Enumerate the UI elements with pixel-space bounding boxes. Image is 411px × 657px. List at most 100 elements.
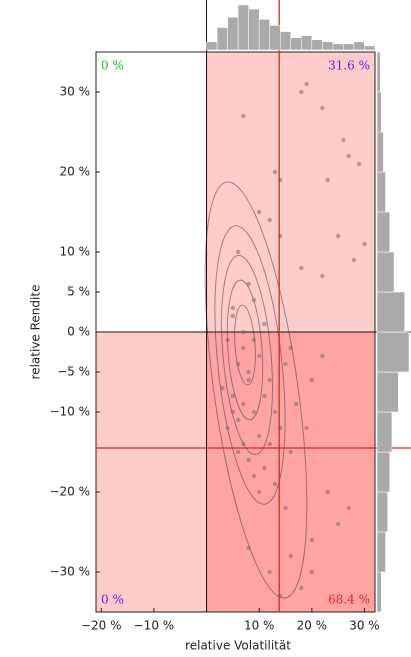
scatter-point (246, 377, 251, 383)
histogram-bar (311, 39, 323, 51)
scatter-point (267, 569, 272, 575)
histogram-bar (376, 291, 405, 333)
scatter-point (225, 425, 230, 431)
scatter-point (246, 281, 251, 287)
scatter-point (351, 257, 357, 263)
scatter-point (293, 401, 299, 407)
scatter-point (335, 233, 341, 239)
scatter-point (320, 353, 325, 359)
scatter-point (320, 273, 325, 279)
y-tick-label: −10 % (49, 405, 90, 419)
scatter-point (288, 449, 293, 455)
x-tick-label: 10 % (244, 619, 275, 633)
histogram-bar (343, 43, 355, 51)
histogram-bar (376, 251, 395, 293)
scatter-point (220, 385, 225, 391)
histogram-bar (376, 411, 393, 453)
scatter-point (309, 537, 315, 543)
scatter-point (251, 297, 257, 303)
quadrant-shade (96, 332, 375, 612)
y-tick-label: 5 % (67, 285, 90, 299)
quadrant-share: 0 % (101, 59, 124, 73)
histogram-bar (376, 91, 382, 133)
y-tick-label: −20 % (49, 485, 90, 499)
scatter-point (262, 321, 267, 327)
histogram-bar (269, 25, 281, 51)
histogram-bar (301, 35, 313, 51)
scatter-point (246, 369, 251, 375)
scatter-point (299, 585, 304, 591)
scatter-point (288, 345, 293, 351)
histogram-bar (376, 371, 399, 413)
scatter-point (256, 209, 262, 215)
y-tick-label: −30 % (49, 565, 90, 579)
y-tick-label: −5 % (57, 365, 90, 379)
scatter-point (335, 521, 341, 527)
x-tick-label: −10 % (134, 619, 175, 633)
scatter-point (251, 473, 257, 479)
histogram-bar (322, 41, 334, 51)
scatter-point (267, 377, 272, 383)
x-axis-label: relative Volatilität (185, 639, 291, 653)
scatter-point (346, 505, 351, 511)
quadrant-share: 31.6 % (328, 59, 370, 73)
scatter-point (235, 249, 241, 255)
scatter-point (241, 329, 246, 335)
scatter-point (230, 305, 236, 311)
histogram-bar (353, 41, 365, 51)
histogram-bar (364, 45, 376, 51)
histogram-bar (237, 4, 249, 51)
histogram-bar (376, 131, 384, 173)
quadrant-share: 0 % (101, 593, 124, 607)
scatter-point (309, 569, 315, 575)
scatter-point (304, 81, 309, 87)
histogram-bar (376, 171, 386, 213)
histogram-bar (376, 51, 381, 93)
scatter-point (241, 113, 246, 119)
density-contours (204, 181, 308, 599)
scatter-point (235, 449, 241, 455)
scatter-point (357, 161, 362, 167)
scatter-point (341, 137, 346, 143)
scatter-point (256, 489, 262, 495)
histogram-bar (216, 27, 228, 51)
scatter-point (325, 177, 330, 183)
x-tick-label: 30 % (349, 619, 380, 633)
y-tick-label: 30 % (60, 85, 91, 99)
scatter-point (272, 481, 278, 487)
scatter-point (246, 545, 251, 551)
scatter-point (262, 465, 267, 471)
scatter-point (241, 401, 246, 407)
histogram-bar (290, 37, 302, 51)
scatter-point (246, 457, 251, 463)
y-tick-label: 10 % (60, 245, 91, 259)
scatter-point (272, 409, 278, 415)
histogram-bar (376, 211, 391, 253)
histogram-bar (279, 31, 292, 51)
scatter-point (267, 441, 272, 447)
histogram-bar (376, 331, 410, 373)
scatter-point (256, 433, 262, 439)
scatter-point (262, 393, 267, 399)
histogram-bar (248, 8, 260, 51)
y-tick-label: 0 % (67, 325, 90, 339)
histogram-bar (206, 41, 218, 51)
scatter-point (251, 409, 257, 415)
histogram-bar (376, 451, 391, 493)
scatter-point (309, 377, 315, 383)
scatter-point (325, 489, 330, 495)
x-tick-label: 20 % (297, 619, 328, 633)
y-axis-label: relative Rendite (29, 285, 43, 380)
x-tick-label: −20 % (81, 619, 122, 633)
scatter-point (299, 89, 304, 95)
scatter-point (283, 361, 288, 367)
histogram-bar (227, 17, 239, 51)
scatter-point (299, 265, 304, 271)
scatter-point (272, 169, 278, 175)
scatter-point (241, 441, 246, 447)
scatter-point (346, 153, 351, 159)
scatter-point (230, 409, 236, 415)
scatter-point (362, 241, 367, 247)
scatter-point (235, 361, 241, 367)
